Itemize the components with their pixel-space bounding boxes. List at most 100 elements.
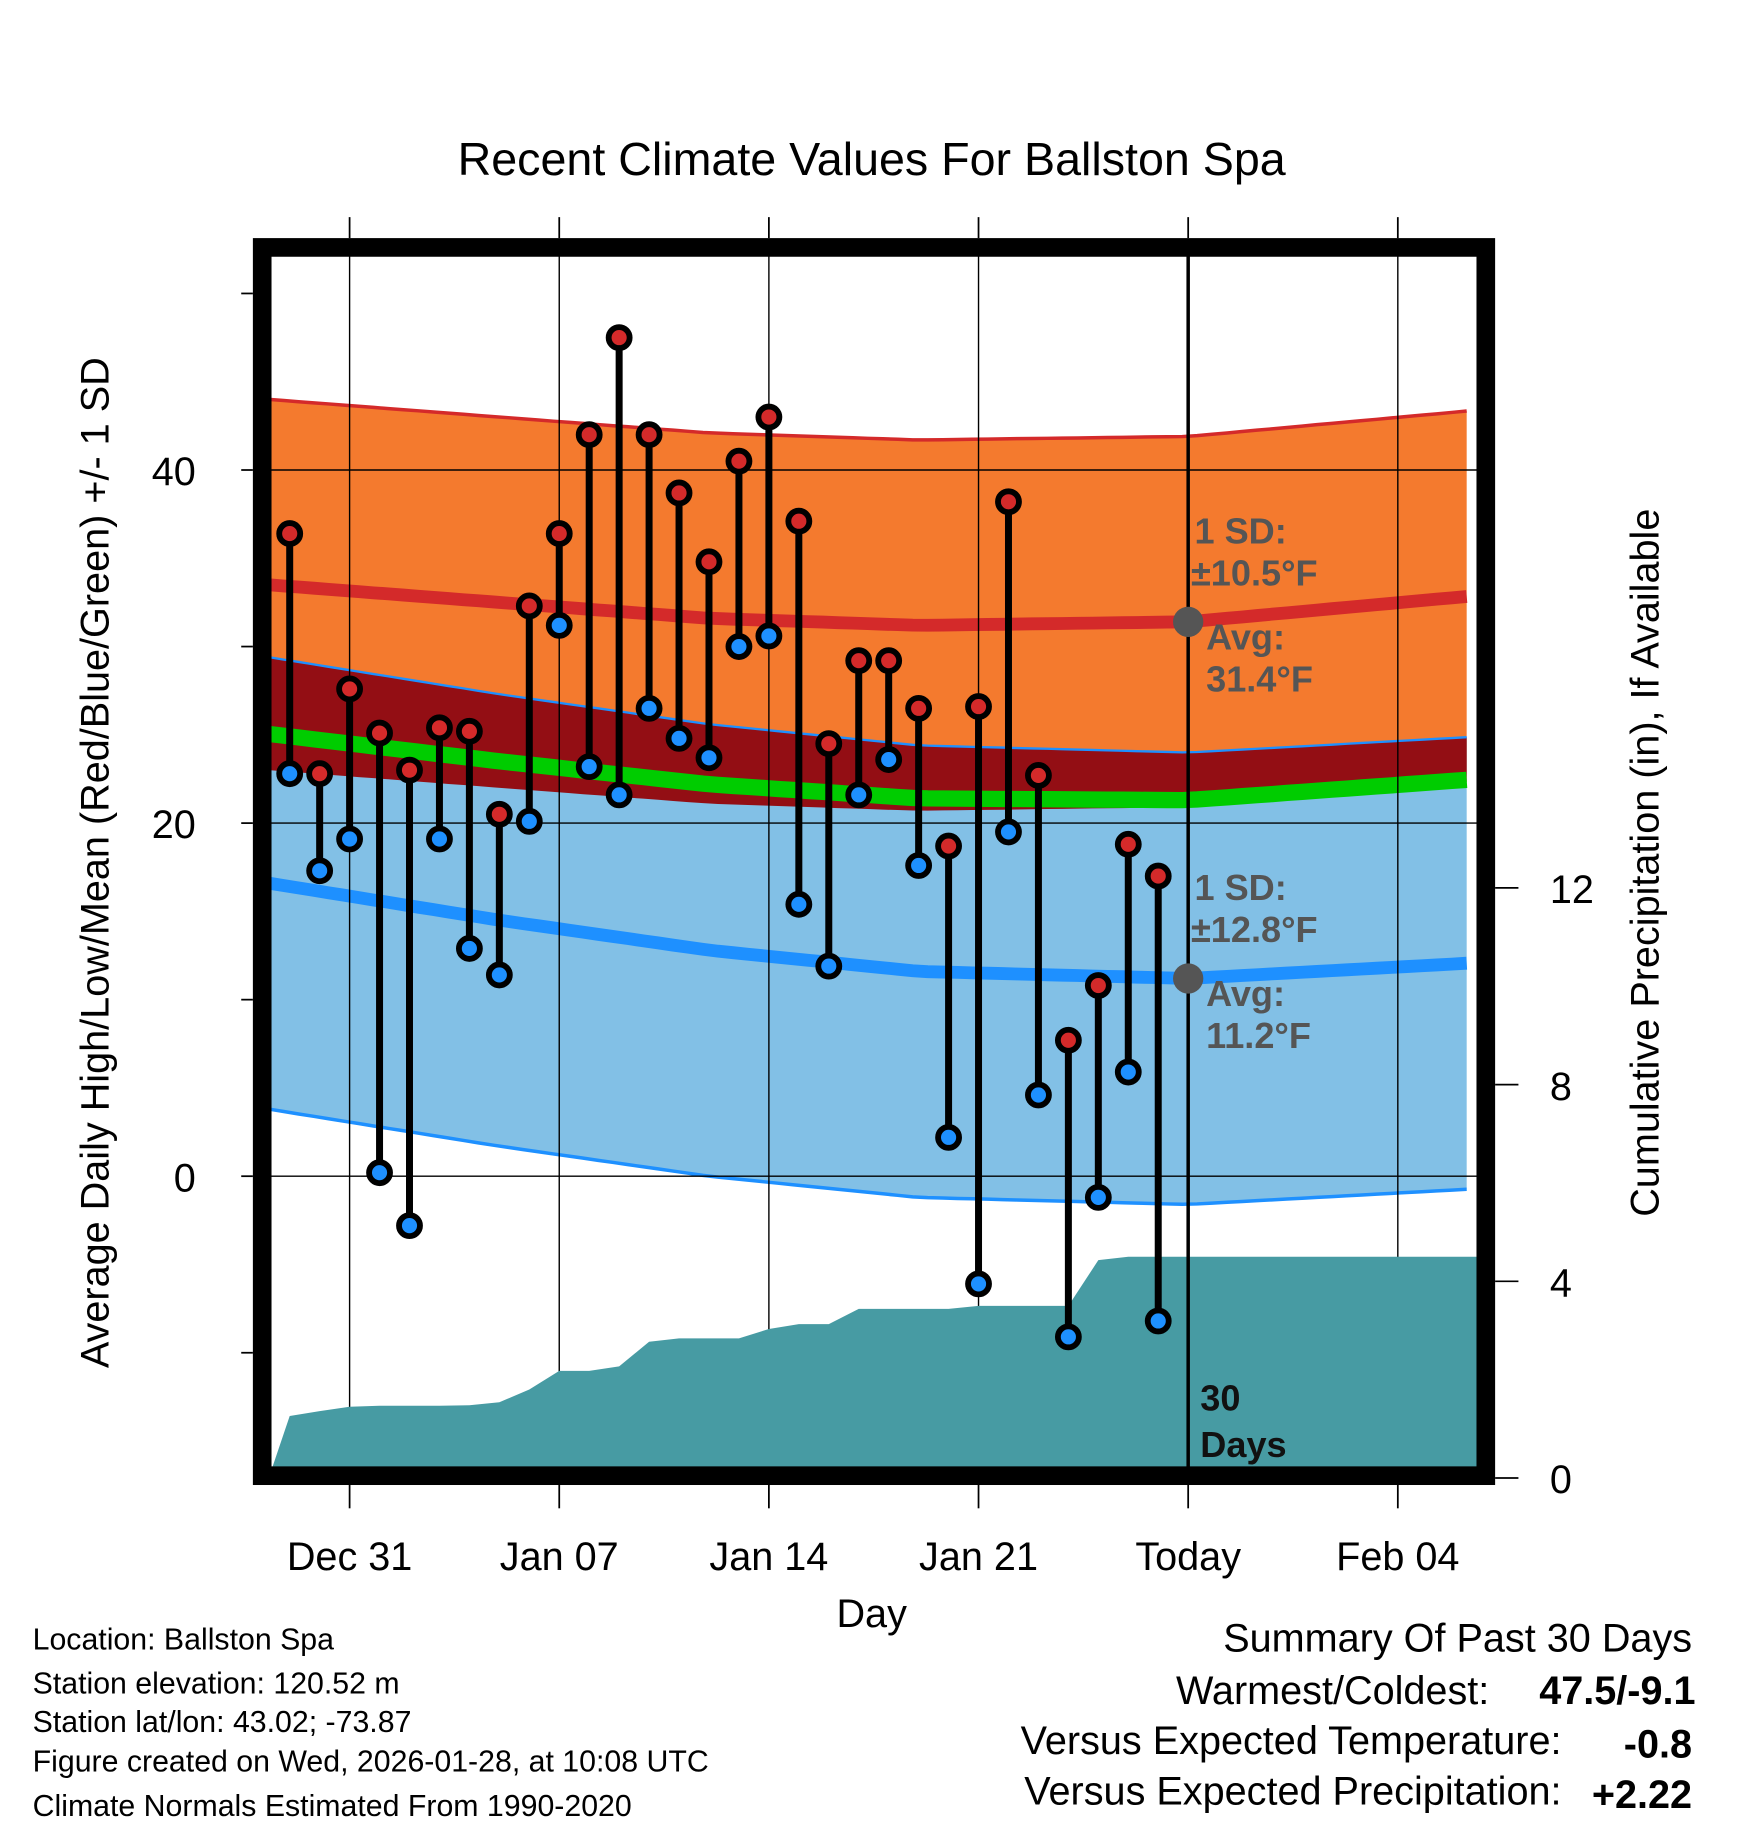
low-point: [455, 935, 483, 962]
location-text: Location: Ballston Spa: [33, 1623, 334, 1656]
low-point: [426, 825, 453, 853]
low-point: [396, 1212, 423, 1240]
x-tick-label: Jan 14: [709, 1535, 828, 1579]
low-point: [695, 744, 723, 772]
low-point: [1025, 1081, 1052, 1109]
overlay: [276, 247, 1204, 1476]
chart-title: Recent Climate Values For Ballston Spa: [458, 133, 1286, 185]
high-point: [515, 592, 543, 620]
high-point: [306, 760, 334, 788]
high-upper-line: [268, 397, 1467, 442]
high-point: [755, 403, 783, 431]
precip-vs-expected-value: +2.22: [1592, 1773, 1692, 1817]
high-point: [1025, 762, 1052, 789]
low-point: [935, 1123, 962, 1151]
low-point: [515, 807, 543, 835]
temp-vs-expected-value: -0.8: [1624, 1723, 1692, 1767]
low-point: [755, 622, 783, 650]
low-point: [366, 1159, 393, 1187]
high-point: [276, 520, 304, 547]
high-point: [845, 647, 873, 675]
created-text: Figure created on Wed, 2026-01-28, at 10…: [33, 1746, 709, 1779]
period-label-days: Days: [1200, 1424, 1286, 1465]
high-point: [995, 488, 1022, 516]
low-point: [845, 781, 873, 809]
temp-vs-expected-label: Versus Expected Temperature:: [1021, 1719, 1562, 1763]
precipitation-area: [269, 1256, 1479, 1476]
warmest-value: 47.5/-9.1: [1539, 1669, 1695, 1713]
low-point: [545, 611, 573, 639]
low-point: [306, 857, 334, 885]
low-point: [995, 818, 1022, 846]
low-point: [725, 633, 753, 660]
high-avg-label: Avg:: [1206, 616, 1285, 657]
low-point: [815, 952, 843, 980]
low-sd-label: 1 SD:: [1194, 867, 1286, 908]
high-sd-label: 1 SD:: [1194, 510, 1286, 551]
high-point: [785, 507, 813, 535]
x-tick-label: Feb 04: [1336, 1535, 1459, 1579]
summary-title: Summary Of Past 30 Days: [1223, 1617, 1692, 1661]
high-point: [935, 832, 962, 860]
precip-vs-expected-label: Versus Expected Precipitation:: [1024, 1769, 1561, 1813]
low-point: [485, 961, 513, 989]
y2-tick-label: 12: [1550, 868, 1594, 912]
high-sd-value: ±10.5°F: [1191, 552, 1318, 593]
high-point: [545, 520, 573, 547]
low-sd-value: ±12.8°F: [1191, 909, 1318, 950]
high-point: [965, 693, 992, 720]
low-point: [965, 1270, 992, 1298]
x-tick-label: Today: [1135, 1535, 1241, 1579]
mean-high-line: [268, 578, 1468, 632]
y-axis-label: Average Daily High/Low/Mean (Red/Blue/Gr…: [73, 357, 117, 1368]
x-tick-label: Jan 07: [500, 1535, 619, 1579]
high-point: [1144, 862, 1172, 890]
warmest-label: Warmest/Coldest:: [1176, 1669, 1489, 1713]
high-point: [485, 800, 513, 828]
high-point: [905, 694, 933, 722]
low-avg-marker: [1173, 963, 1204, 994]
y2-axis-label: Cumulative Precipitation (in), If Availa…: [1623, 509, 1667, 1217]
high-point: [725, 447, 753, 475]
low-point: [785, 890, 813, 918]
low-point: [1114, 1058, 1142, 1086]
high-point: [605, 324, 633, 351]
low-point: [276, 760, 304, 788]
low-point: [336, 825, 364, 853]
elevation-text: Station elevation: 120.52 m: [33, 1668, 400, 1701]
plot-area: [262, 247, 1486, 1476]
plot-frame: [252, 238, 1496, 1486]
low-point: [905, 852, 933, 879]
latlon-text: Station lat/lon: 43.02; -73.87: [33, 1706, 412, 1739]
low-point: [635, 694, 663, 722]
low-point: [875, 746, 903, 773]
y-tick-label: 0: [174, 1156, 196, 1200]
y-tick-label: 40: [152, 450, 196, 494]
high-point: [875, 647, 903, 675]
high-avg-value: 31.4°F: [1206, 658, 1313, 699]
y2-tick-label: 4: [1550, 1261, 1572, 1305]
x-tick-label: Dec 31: [287, 1535, 413, 1579]
y2-tick-label: 8: [1550, 1065, 1572, 1109]
high-point: [366, 719, 393, 747]
low-lower-line: [268, 1107, 1467, 1207]
low-avg-value: 11.2°F: [1206, 1015, 1311, 1056]
x-axis-label: Day: [836, 1592, 907, 1636]
low-point: [665, 724, 693, 752]
y-tick-label: 20: [152, 803, 196, 847]
low-point: [1084, 1183, 1112, 1211]
high-point: [635, 421, 663, 449]
low-point: [575, 753, 603, 781]
axes: 0 20 40 0 4 8 12 Dec 31 Jan 07 Jan 14 Jan 21 Today F…: [152, 217, 1594, 1579]
y2-tick-label: 0: [1550, 1458, 1572, 1502]
high-point: [815, 730, 843, 758]
low-avg-label: Avg:: [1206, 973, 1285, 1014]
normals-text: Climate Normals Estimated From 1990-2020: [33, 1790, 632, 1823]
high-point: [695, 548, 723, 576]
high-point: [336, 675, 364, 703]
high-point: [396, 756, 423, 784]
high-point: [426, 714, 453, 742]
high-point: [1114, 830, 1142, 858]
high-point: [665, 479, 693, 507]
